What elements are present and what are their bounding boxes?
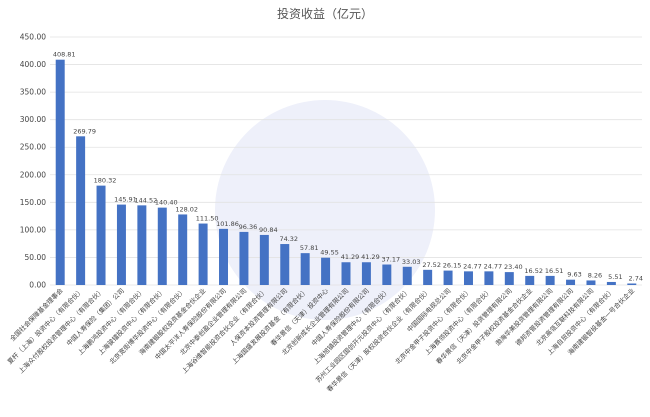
y-tick-label: 350.00 <box>20 88 46 97</box>
value-label: 16.52 <box>524 267 543 275</box>
x-tick-label: 上海众付股权投资管理中心（有限合伙） <box>16 286 105 375</box>
y-tick-label: 100.00 <box>20 225 46 234</box>
bar <box>198 223 208 285</box>
bar <box>157 207 167 285</box>
bar <box>96 185 106 285</box>
value-label: 37.17 <box>382 256 401 264</box>
bar <box>116 204 126 285</box>
value-label: 96.36 <box>239 223 258 231</box>
bar <box>566 279 576 285</box>
value-label: 33.03 <box>402 258 421 266</box>
bar <box>627 283 637 285</box>
value-label: 90.84 <box>259 226 278 234</box>
value-label: 111.50 <box>196 215 219 223</box>
bar <box>423 269 433 285</box>
y-tick-label: 400.00 <box>20 60 46 69</box>
y-tick-label: 200.00 <box>20 170 46 179</box>
chart-title: 投资收益（亿元） <box>277 6 373 21</box>
bar <box>545 275 555 285</box>
value-label: 41.29 <box>361 253 380 261</box>
value-label: 140.40 <box>155 199 178 207</box>
value-label: 180.32 <box>94 177 117 185</box>
bar <box>382 264 392 285</box>
y-tick-label: 450.00 <box>20 33 46 42</box>
bar <box>300 253 310 285</box>
value-label: 9.63 <box>567 271 581 279</box>
value-label: 24.77 <box>463 262 482 270</box>
y-tick-label: 250.00 <box>20 143 46 152</box>
bar <box>76 136 86 285</box>
value-label: 26.15 <box>443 262 462 270</box>
value-label: 8.26 <box>588 271 602 279</box>
bar <box>443 270 453 285</box>
bar <box>484 271 494 285</box>
value-label: 2.74 <box>629 274 643 282</box>
value-label: 269.79 <box>73 127 96 135</box>
bar <box>402 266 412 285</box>
bar <box>463 271 473 285</box>
value-label: 24.77 <box>484 262 503 270</box>
bar <box>55 59 65 285</box>
bar <box>259 234 269 285</box>
bar <box>341 262 351 285</box>
y-tick-label: 150.00 <box>20 198 46 207</box>
value-label: 144.52 <box>134 196 157 204</box>
bar <box>321 257 331 285</box>
y-tick-label: 50.00 <box>25 253 47 262</box>
value-label: 5.51 <box>608 273 622 281</box>
bar <box>586 280 596 285</box>
bar <box>606 281 616 285</box>
bar <box>361 262 371 285</box>
value-label: 49.55 <box>320 249 339 257</box>
bar <box>280 244 290 285</box>
y-tick-label: 300.00 <box>20 115 46 124</box>
bar <box>525 275 535 285</box>
value-label: 41.29 <box>341 253 360 261</box>
bar <box>219 228 229 285</box>
value-label: 101.86 <box>216 220 239 228</box>
bar <box>239 231 249 285</box>
value-label: 57.81 <box>300 244 319 252</box>
value-label: 27.52 <box>422 261 441 269</box>
bar <box>137 205 147 285</box>
y-tick-label: 0.00 <box>29 281 46 290</box>
watermark <box>215 100 435 320</box>
bar <box>178 214 188 285</box>
x-tick-label: 夏杆（上海）投资中心（有限合伙） <box>5 286 85 366</box>
value-label: 145.91 <box>114 196 137 204</box>
value-label: 128.02 <box>175 205 198 213</box>
value-label: 74.32 <box>279 235 298 243</box>
bar <box>504 272 514 285</box>
value-label: 16.51 <box>545 267 564 275</box>
value-label: 408.81 <box>53 51 76 59</box>
value-label: 23.40 <box>504 263 523 271</box>
